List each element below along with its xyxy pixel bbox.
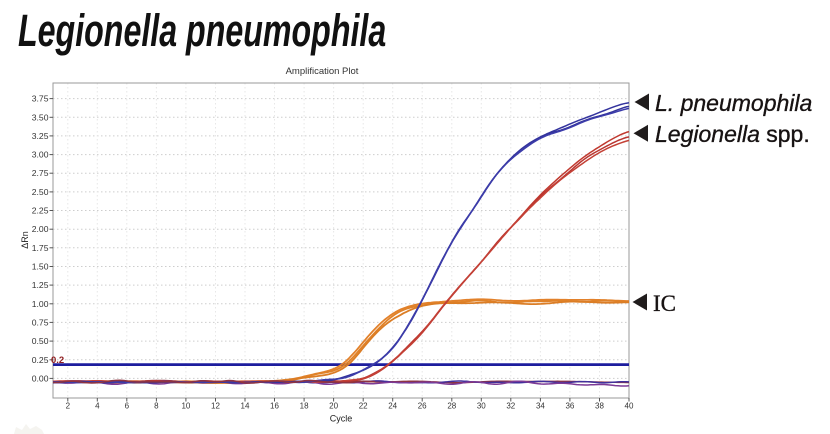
- svg-text:28: 28: [447, 402, 456, 411]
- svg-text:32: 32: [506, 402, 515, 411]
- svg-text:4: 4: [95, 402, 100, 411]
- svg-text:20: 20: [329, 402, 338, 411]
- svg-text:14: 14: [241, 402, 250, 411]
- svg-text:1.00: 1.00: [32, 299, 49, 309]
- svg-text:1.25: 1.25: [32, 280, 49, 290]
- svg-text:1.75: 1.75: [32, 243, 49, 253]
- svg-text:Cycle: Cycle: [330, 414, 353, 424]
- svg-text:2.50: 2.50: [32, 187, 49, 197]
- svg-text:3.00: 3.00: [32, 150, 49, 160]
- svg-text:10: 10: [181, 402, 190, 411]
- svg-text:36: 36: [565, 402, 574, 411]
- svg-text:40: 40: [625, 402, 634, 411]
- svg-text:16: 16: [270, 402, 279, 411]
- svg-text:0.50: 0.50: [32, 336, 49, 346]
- svg-text:12: 12: [211, 402, 220, 411]
- svg-text:1.50: 1.50: [32, 262, 49, 272]
- svg-text:2: 2: [66, 402, 71, 411]
- svg-text:34: 34: [536, 402, 545, 411]
- svg-text:2.00: 2.00: [32, 224, 49, 234]
- svg-text:0.2: 0.2: [51, 355, 64, 366]
- svg-text:30: 30: [477, 402, 486, 411]
- svg-text:Amplification Plot: Amplification Plot: [286, 66, 359, 77]
- svg-text:0.75: 0.75: [32, 317, 49, 327]
- svg-text:ΔRn: ΔRn: [20, 231, 30, 249]
- svg-text:26: 26: [418, 402, 427, 411]
- svg-text:0.25: 0.25: [32, 355, 49, 365]
- svg-text:24: 24: [388, 402, 397, 411]
- svg-text:3.75: 3.75: [32, 94, 49, 104]
- svg-text:3.50: 3.50: [32, 112, 49, 122]
- svg-text:3.25: 3.25: [32, 131, 49, 141]
- svg-text:18: 18: [300, 402, 309, 411]
- svg-text:8: 8: [154, 402, 159, 411]
- svg-text:22: 22: [359, 402, 368, 411]
- svg-text:38: 38: [595, 402, 604, 411]
- svg-text:0.00: 0.00: [32, 373, 49, 383]
- svg-text:2.75: 2.75: [32, 168, 49, 178]
- svg-text:6: 6: [125, 402, 130, 411]
- svg-text:2.25: 2.25: [32, 206, 49, 216]
